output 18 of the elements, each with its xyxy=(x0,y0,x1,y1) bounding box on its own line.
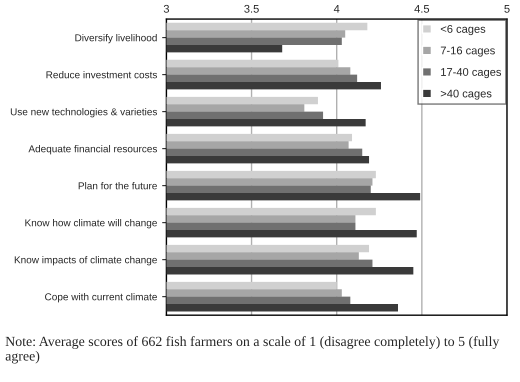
x-tick-label: 5 xyxy=(504,4,510,13)
legend-label: 17-40 cages xyxy=(441,68,502,78)
legend-label: >40 cages xyxy=(440,90,492,100)
y-tick-label: Know how climate will change xyxy=(25,219,157,228)
x-tick-label: 4 xyxy=(334,4,340,13)
text: Note: Average scores of 662 fish farmers on a scale of 1 (disagree completely) to 5 (fully agree) xyxy=(6,336,500,364)
legend-label: <6 cages xyxy=(440,25,486,36)
y-tick-label: Cope with current climate xyxy=(45,293,157,302)
y-tick-label: Diversify livelihood xyxy=(75,34,157,44)
y-tick-label: Use new technologies & varieties xyxy=(10,108,158,118)
legend-label: 7-16 cages xyxy=(440,46,495,57)
y-tick-label: Know impacts of climate change xyxy=(14,256,157,266)
x-tick-label: 4.5 xyxy=(414,4,430,13)
x-tick-label: 3 xyxy=(164,4,169,13)
y-tick-label: Plan for the future xyxy=(78,182,157,190)
x-tick-label: 3.5 xyxy=(244,4,259,13)
y-tick-label: Adequate financial resources xyxy=(28,145,158,154)
y-tick-label: Reduce investment costs xyxy=(46,70,158,78)
